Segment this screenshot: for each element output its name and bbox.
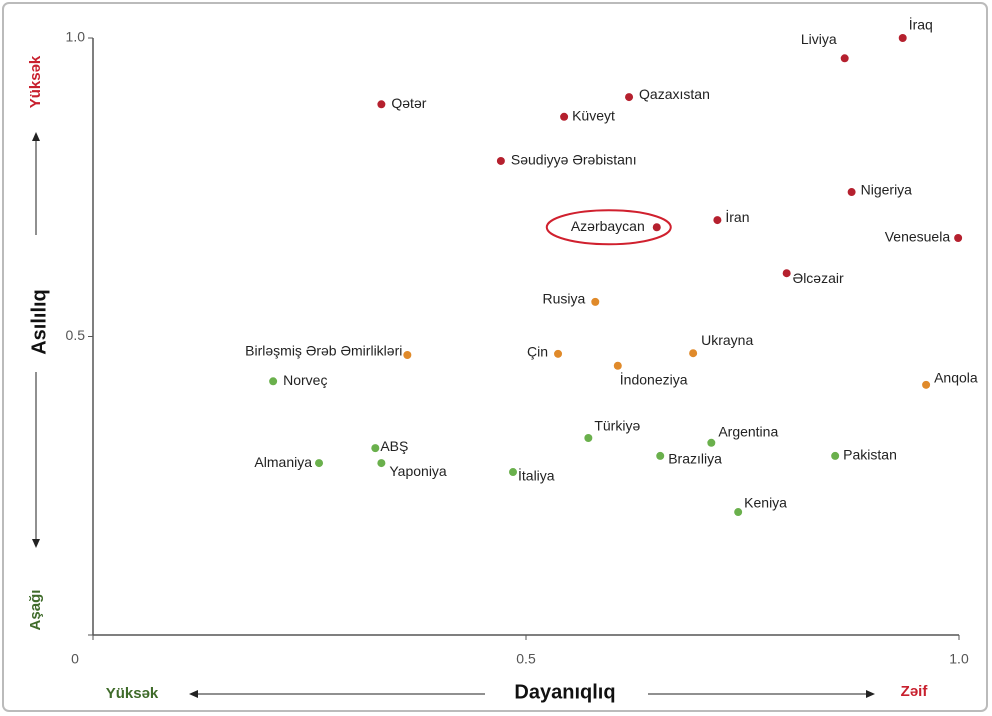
point-label: Venesuela (885, 229, 951, 245)
point (898, 34, 907, 42)
y-tick-label: 0.5 (66, 327, 86, 343)
point-label: Səudiyyə Ərəbistanı (511, 152, 637, 168)
point-label: Yaponiya (389, 463, 447, 479)
point-label: Rusiya (542, 291, 585, 307)
point-label: İran (725, 208, 749, 225)
point-label: Əlcəzair (793, 270, 844, 286)
y-high-label: Yüksək (27, 55, 44, 108)
point (656, 451, 665, 460)
point (782, 269, 791, 278)
y-low-label: Aşağı (27, 590, 44, 631)
arrow-head (32, 132, 40, 141)
point-label: Almaniya (254, 454, 312, 470)
x-tick-label: 0 (71, 651, 79, 667)
point-label: Azərbaycan (571, 218, 645, 234)
point (922, 380, 931, 389)
point-label: Birləşmiş Ərəb Əmirlikləri (245, 343, 402, 359)
point-label: Argentina (718, 423, 778, 439)
x-high-label: Yüksək (106, 685, 159, 702)
point-label: İndoneziya (620, 370, 688, 387)
point (496, 156, 505, 165)
point-label: Nigeriya (861, 182, 913, 198)
point-label: Türkiyə (594, 418, 640, 434)
point (509, 468, 518, 477)
point (377, 459, 386, 468)
point (652, 223, 661, 232)
point-label: İraq (909, 16, 933, 33)
point-label: Anqola (934, 370, 978, 386)
point (315, 459, 324, 468)
point-label: Ukrayna (701, 332, 753, 348)
y-tick-label: 1.0 (66, 29, 86, 45)
y-axis-label: Asılılıq (28, 289, 50, 355)
arrow-head (189, 690, 198, 698)
point-label: İtaliya (518, 467, 555, 484)
x-axis-label: Dayanıqlıq (514, 681, 615, 703)
highlight-ring (545, 209, 672, 246)
point (713, 216, 722, 225)
point-label: Qətər (391, 95, 426, 111)
point (734, 508, 743, 517)
arrow-head (32, 539, 40, 548)
point-label: Küveyt (572, 108, 615, 124)
point (613, 361, 622, 370)
point (707, 438, 716, 447)
x-tick-label: 0.5 (516, 651, 536, 667)
point (591, 297, 600, 306)
point (831, 451, 840, 460)
point (625, 93, 634, 102)
arrow-head (866, 690, 875, 698)
point (840, 54, 849, 63)
point-label: Brazıliya (668, 451, 722, 467)
point-label: Çin (527, 344, 548, 360)
point-label: Pakistan (843, 447, 897, 463)
point (560, 112, 569, 121)
point (689, 349, 698, 358)
point (377, 100, 386, 109)
point-label: Liviya (801, 31, 837, 47)
point (371, 444, 380, 453)
point-label: Qazaxıstan (639, 86, 710, 102)
point (584, 433, 593, 442)
point-label: ABŞ (380, 438, 408, 454)
point-label: Keniya (744, 495, 787, 511)
point-label: Norveç (283, 372, 327, 388)
point (847, 188, 856, 197)
point (269, 377, 278, 386)
x-tick-label: 1.0 (949, 651, 969, 667)
x-low-label: Zəif (901, 683, 929, 700)
point (954, 233, 963, 242)
point (554, 349, 563, 358)
point (403, 351, 412, 360)
